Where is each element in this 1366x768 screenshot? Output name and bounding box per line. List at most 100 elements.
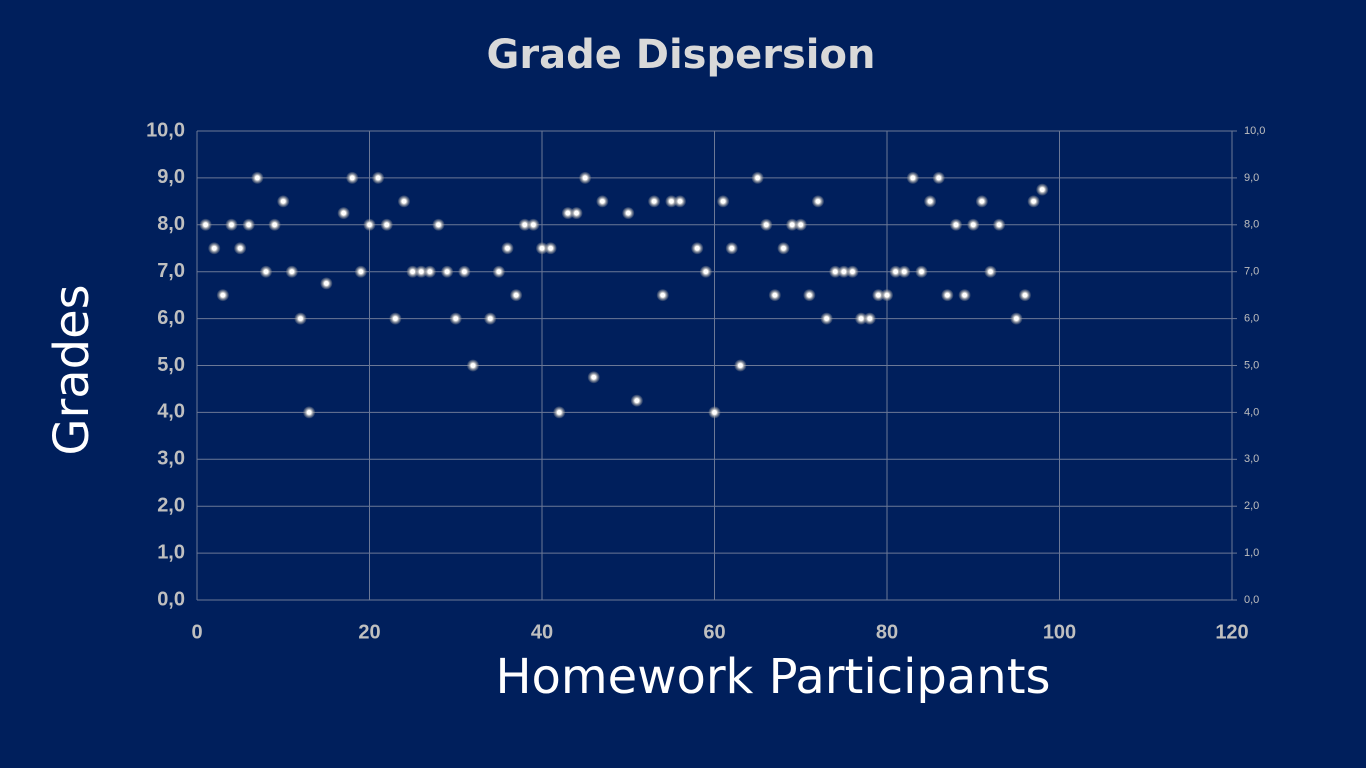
point xyxy=(337,207,350,220)
y-tick-label: 9,0 xyxy=(157,166,185,188)
point xyxy=(734,359,747,372)
y2-tick-label: 2,0 xyxy=(1244,500,1259,512)
point xyxy=(544,242,557,255)
y2-tick-label: 1,0 xyxy=(1244,547,1259,559)
point xyxy=(630,394,643,407)
point xyxy=(467,359,479,372)
point xyxy=(579,171,592,184)
y-tick-label: 10,0 xyxy=(146,119,185,141)
y2-tick-label: 5,0 xyxy=(1244,359,1259,371)
point xyxy=(648,195,661,208)
point xyxy=(510,289,523,302)
y2-tick-label: 7,0 xyxy=(1244,266,1259,278)
point xyxy=(665,195,678,208)
point xyxy=(216,289,229,302)
point xyxy=(449,312,462,325)
point xyxy=(906,171,919,184)
point xyxy=(380,218,393,231)
x-tick-label: 40 xyxy=(531,621,553,643)
point xyxy=(536,242,548,255)
y-tick-label: 0,0 xyxy=(157,588,185,610)
point xyxy=(458,265,471,278)
point xyxy=(268,218,281,231)
point xyxy=(829,265,842,278)
point xyxy=(518,218,531,231)
point xyxy=(846,265,859,278)
point xyxy=(234,242,247,255)
point xyxy=(242,218,255,231)
point xyxy=(777,242,790,255)
point xyxy=(717,195,730,208)
point xyxy=(225,218,238,231)
y2-tick-label: 4,0 xyxy=(1244,406,1259,418)
point xyxy=(363,218,376,231)
point xyxy=(820,312,833,325)
y-tick-label: 3,0 xyxy=(157,448,185,470)
point xyxy=(812,195,824,208)
point xyxy=(354,265,367,278)
point xyxy=(501,242,514,255)
point xyxy=(932,171,945,184)
point xyxy=(699,265,712,278)
point xyxy=(251,171,264,184)
y-tick-label: 2,0 xyxy=(157,494,185,516)
x-tick-label: 60 xyxy=(703,621,725,643)
point xyxy=(786,218,799,231)
point xyxy=(975,195,988,208)
point xyxy=(950,218,962,231)
point xyxy=(924,195,937,208)
point xyxy=(958,289,971,302)
point xyxy=(372,171,385,184)
point xyxy=(561,207,574,220)
y-axis-label: Grades xyxy=(44,284,100,455)
point xyxy=(898,265,911,278)
y-tick-label: 5,0 xyxy=(157,354,185,376)
point xyxy=(881,289,893,302)
point xyxy=(794,218,807,231)
y2-tick-label: 0,0 xyxy=(1244,594,1259,606)
y-tick-label: 4,0 xyxy=(157,401,185,423)
point xyxy=(993,218,1006,231)
point xyxy=(208,242,221,255)
point xyxy=(725,242,738,255)
point xyxy=(527,218,540,231)
y-tick-label: 1,0 xyxy=(157,541,185,563)
point xyxy=(303,406,316,419)
point xyxy=(199,218,212,231)
point xyxy=(656,289,669,302)
x-tick-label: 20 xyxy=(358,621,380,643)
y-tick-label: 6,0 xyxy=(157,307,185,329)
y2-tick-label: 9,0 xyxy=(1244,172,1259,184)
point xyxy=(398,195,410,208)
point xyxy=(674,195,686,208)
point xyxy=(587,371,600,384)
point xyxy=(967,218,980,231)
point xyxy=(1019,289,1031,302)
y2-tick-label: 6,0 xyxy=(1244,313,1259,325)
point xyxy=(553,406,566,419)
x-tick-label: 100 xyxy=(1043,621,1076,643)
point xyxy=(1036,183,1049,196)
point xyxy=(984,265,997,278)
point xyxy=(492,265,505,278)
point xyxy=(320,277,333,290)
point xyxy=(941,289,954,302)
y2-tick-label: 3,0 xyxy=(1244,453,1259,465)
point xyxy=(277,195,290,208)
point xyxy=(855,312,868,325)
point xyxy=(346,171,359,184)
point xyxy=(389,312,402,325)
point xyxy=(768,289,781,302)
point xyxy=(441,265,454,278)
chart-title: Grade Dispersion xyxy=(487,32,876,78)
x-tick-label: 80 xyxy=(876,621,898,643)
point xyxy=(484,312,497,325)
point xyxy=(260,265,272,278)
point xyxy=(708,406,721,419)
point xyxy=(1010,312,1023,325)
point xyxy=(872,289,885,302)
point xyxy=(889,265,902,278)
point xyxy=(596,195,609,208)
